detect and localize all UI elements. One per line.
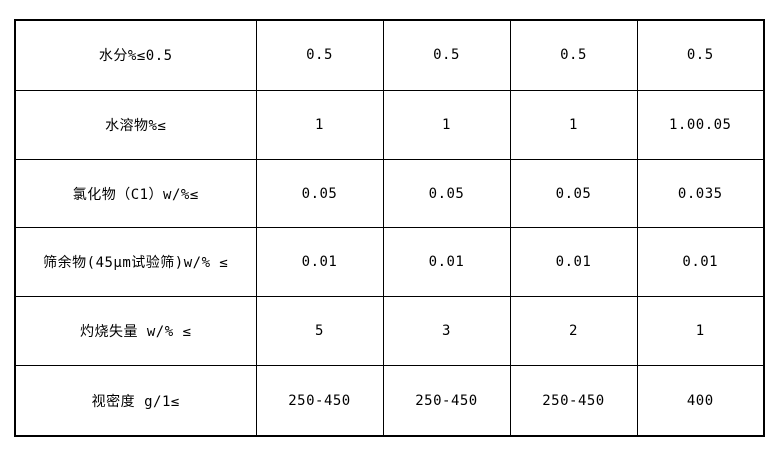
table-cell: 1 bbox=[255, 89, 384, 160]
table-cell: 0.5 bbox=[255, 19, 384, 91]
table-cell: 0.05 bbox=[382, 158, 511, 229]
row-label: 水分%≤0.5 bbox=[14, 19, 257, 91]
table-cell: 0.01 bbox=[382, 227, 511, 298]
table-cell: 250-450 bbox=[255, 365, 384, 437]
table-row: 氯化物（C1）w/%≤ 0.05 0.05 0.05 0.035 bbox=[14, 158, 765, 229]
table-cell: 1 bbox=[382, 89, 511, 160]
table-cell: 400 bbox=[636, 365, 765, 437]
table-cell: 0.01 bbox=[255, 227, 384, 298]
row-label: 灼烧失量 w/% ≤ bbox=[14, 296, 257, 367]
row-label: 氯化物（C1）w/%≤ bbox=[14, 158, 257, 229]
table-cell: 1 bbox=[636, 296, 765, 367]
table-cell: 250-450 bbox=[509, 365, 638, 437]
table-row: 灼烧失量 w/% ≤ 5 3 2 1 bbox=[14, 296, 765, 367]
table-row: 视密度 g/1≤ 250-450 250-450 250-450 400 bbox=[14, 365, 765, 437]
table-cell: 0.5 bbox=[509, 19, 638, 91]
row-label: 筛余物(45μm试验筛)w/% ≤ bbox=[14, 227, 257, 298]
table-cell: 3 bbox=[382, 296, 511, 367]
spec-table: 水分%≤0.5 0.5 0.5 0.5 0.5 水溶物%≤ 1 1 1 1.00… bbox=[14, 19, 765, 437]
table-cell: 0.5 bbox=[636, 19, 765, 91]
table-cell: 1 bbox=[509, 89, 638, 160]
table-cell: 250-450 bbox=[382, 365, 511, 437]
table-cell: 0.05 bbox=[509, 158, 638, 229]
table-cell: 0.5 bbox=[382, 19, 511, 91]
table-row: 水分%≤0.5 0.5 0.5 0.5 0.5 bbox=[14, 19, 765, 91]
table-cell: 0.01 bbox=[509, 227, 638, 298]
row-label: 视密度 g/1≤ bbox=[14, 365, 257, 437]
table-cell: 5 bbox=[255, 296, 384, 367]
table-cell: 0.01 bbox=[636, 227, 765, 298]
table-cell: 2 bbox=[509, 296, 638, 367]
table-row: 筛余物(45μm试验筛)w/% ≤ 0.01 0.01 0.01 0.01 bbox=[14, 227, 765, 298]
row-label: 水溶物%≤ bbox=[14, 89, 257, 160]
table-cell: 1.00.05 bbox=[636, 89, 765, 160]
table-cell: 0.05 bbox=[255, 158, 384, 229]
table-row: 水溶物%≤ 1 1 1 1.00.05 bbox=[14, 89, 765, 160]
table-cell: 0.035 bbox=[636, 158, 765, 229]
